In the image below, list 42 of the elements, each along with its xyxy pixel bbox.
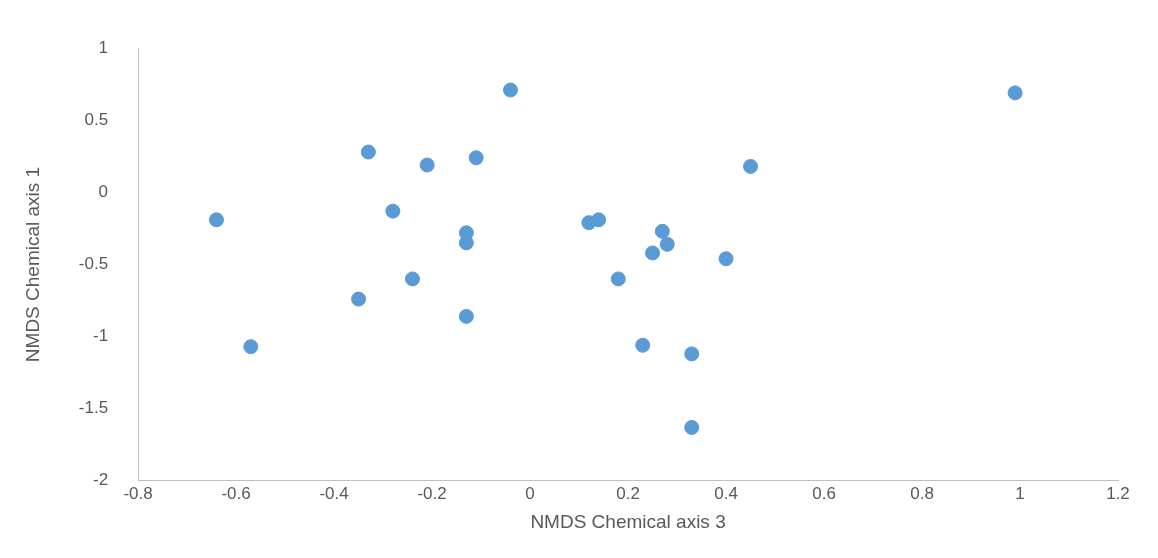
point bbox=[645, 245, 661, 261]
point bbox=[243, 339, 259, 355]
point bbox=[458, 308, 474, 324]
x-tick-label: 0.4 bbox=[714, 483, 738, 503]
point bbox=[404, 271, 420, 287]
x-tick-label: -0.6 bbox=[221, 483, 251, 503]
y-axis-title: NMDS Chemical axis 1 bbox=[21, 166, 43, 363]
point bbox=[458, 235, 474, 251]
point bbox=[360, 144, 376, 160]
point bbox=[743, 158, 759, 174]
x-tick-label: 0.2 bbox=[616, 483, 640, 503]
x-axis-title: NMDS Chemical axis 3 bbox=[530, 510, 726, 532]
point bbox=[419, 157, 435, 173]
point bbox=[468, 150, 484, 166]
point bbox=[659, 236, 675, 252]
point bbox=[591, 212, 607, 228]
point bbox=[1007, 85, 1023, 101]
point bbox=[684, 419, 700, 435]
point bbox=[385, 203, 401, 219]
x-tick-label: 0 bbox=[525, 483, 535, 503]
x-tick-label: 0.8 bbox=[910, 483, 934, 503]
y-tick-label: -0.5 bbox=[78, 254, 109, 274]
x-tick-label: 1 bbox=[1015, 483, 1025, 503]
point bbox=[610, 271, 626, 287]
x-tick-label: -0.8 bbox=[123, 483, 153, 503]
y-tick-label: 1 bbox=[98, 37, 109, 57]
point bbox=[718, 251, 734, 267]
x-tick-label: -0.4 bbox=[319, 483, 349, 503]
x-tick-label: 0.6 bbox=[812, 483, 836, 503]
x-tick-label: -0.2 bbox=[417, 483, 447, 503]
point bbox=[208, 212, 224, 228]
y-tick-label: 0.5 bbox=[84, 109, 109, 129]
y-tick-label: -2 bbox=[92, 470, 109, 490]
point bbox=[684, 346, 700, 362]
x-tick-label: 1.2 bbox=[1106, 483, 1130, 503]
point bbox=[635, 337, 651, 353]
point bbox=[351, 291, 367, 307]
y-tick-label: 0 bbox=[98, 182, 109, 202]
y-tick-label: -1 bbox=[92, 326, 109, 346]
y-tick-label: -1.5 bbox=[78, 398, 109, 418]
point bbox=[654, 223, 670, 239]
point bbox=[502, 82, 518, 98]
